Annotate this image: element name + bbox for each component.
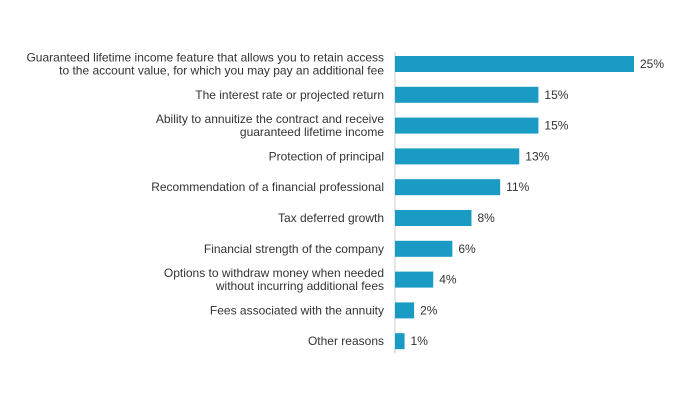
value-label: 15%: [544, 119, 568, 133]
category-label-line: Tax deferred growth: [278, 211, 384, 225]
category-label-line: Other reasons: [308, 334, 384, 348]
bar: [395, 86, 539, 103]
category-label-line: Fees associated with the annuity: [210, 303, 384, 317]
bar: [395, 333, 405, 350]
category-label-line: Ability to annuitize the contract and re…: [156, 112, 384, 126]
category-label: Fees associated with the annuity: [210, 303, 384, 317]
value-label: 13%: [525, 149, 549, 163]
category-label-line: Recommendation of a financial profession…: [151, 180, 384, 194]
bar: [395, 302, 415, 319]
category-label: Guaranteed lifetime income feature that …: [26, 51, 384, 78]
category-label: Ability to annuitize the contract and re…: [156, 112, 384, 139]
category-label-line: Financial strength of the company: [204, 242, 384, 256]
category-label: Options to withdraw money when needed wit…: [164, 266, 384, 293]
category-label-line: without incurring additional fees: [215, 279, 384, 293]
bar: [395, 117, 539, 134]
category-label: Financial strength of the company: [204, 242, 384, 256]
value-label: 4%: [439, 273, 457, 287]
category-label: Recommendation of a financial profession…: [151, 180, 384, 194]
category-label: The interest rate or projected return: [195, 88, 384, 102]
value-label: 15%: [544, 88, 568, 102]
bar: [395, 240, 453, 257]
category-labels-group: Guaranteed lifetime income feature that …: [26, 51, 384, 349]
bar: [395, 179, 501, 196]
category-label-line: The interest rate or projected return: [195, 88, 384, 102]
value-label: 8%: [477, 211, 495, 225]
bar: [395, 56, 634, 72]
value-label: 6%: [458, 242, 476, 256]
bar: [395, 148, 520, 165]
value-label: 25%: [640, 57, 664, 71]
bar: [395, 210, 472, 226]
bars-group: [395, 56, 634, 350]
category-label-line: Protection of principal: [269, 149, 384, 163]
category-label-line: to the account value, for which you may …: [59, 64, 384, 78]
category-label: Protection of principal: [269, 149, 384, 163]
value-label: 2%: [420, 303, 438, 317]
value-labels-group: 25% 15% 15% 13% 11% 8% 6% 4% 2% 1%: [411, 57, 665, 348]
value-label: 1%: [411, 334, 429, 348]
category-label: Tax deferred growth: [278, 211, 384, 225]
bar: [395, 271, 434, 288]
category-label-line: Guaranteed lifetime income feature that …: [26, 51, 384, 65]
category-label: Other reasons: [308, 334, 384, 348]
category-label-line: Options to withdraw money when needed: [164, 266, 384, 280]
category-label-line: guaranteed lifetime income: [240, 125, 384, 139]
value-label: 11%: [506, 180, 529, 194]
